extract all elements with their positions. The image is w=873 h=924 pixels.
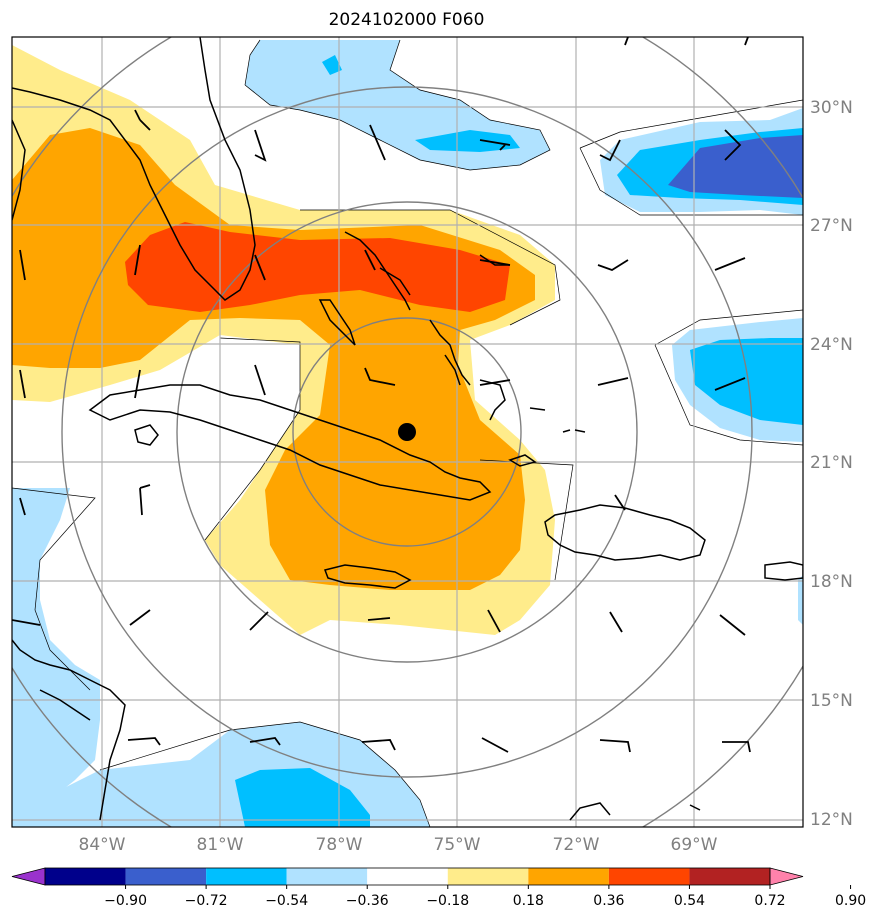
lon-label: 84°W	[79, 835, 126, 855]
colorbar-segment	[125, 868, 207, 885]
shading-deep-sky-blue-north	[322, 55, 342, 75]
latitude-labels: 30°N 27°N 24°N 21°N 18°N 15°N 12°N	[810, 98, 853, 830]
lat-label: 18°N	[810, 572, 853, 592]
colorbar-segment	[528, 868, 609, 885]
shading-deep-sky-blue-north2	[415, 130, 520, 152]
lon-label: 81°W	[197, 835, 244, 855]
colorbar-label: −0.54	[265, 893, 308, 909]
shading-royal-blue	[668, 135, 803, 198]
wind-barbs	[12, 37, 751, 753]
colorbar-label: 0.36	[593, 893, 624, 909]
lat-label: 24°N	[810, 335, 853, 355]
range-rings	[12, 37, 803, 827]
lon-label: 78°W	[316, 835, 363, 855]
lat-label: 21°N	[810, 453, 853, 473]
map-area	[12, 37, 803, 827]
storm-center-marker	[398, 423, 416, 441]
longitude-labels: 84°W 81°W 78°W 75°W 72°W 69°W	[79, 835, 718, 855]
colorbar-segment	[45, 868, 126, 885]
shading-light-blue-east-edge	[798, 575, 803, 625]
colorbar-label: −0.90	[104, 893, 147, 909]
colorbar-segment	[608, 868, 690, 885]
colorbar-segment	[206, 868, 287, 885]
map-frame	[11, 36, 804, 828]
colorbar-segment	[367, 868, 448, 885]
colorbar-extend-low	[11, 867, 46, 886]
map-title: 2024102000 F060	[328, 10, 485, 30]
lat-label: 12°N	[810, 810, 853, 830]
colorbar-segment	[286, 868, 368, 885]
graticule	[12, 37, 803, 827]
shading-deep-sky-blue-east	[690, 338, 803, 425]
contour-lines	[12, 39, 803, 827]
colorbar-label: 0.72	[754, 893, 785, 909]
lat-label: 15°N	[810, 691, 853, 711]
colorbar-label: 0.18	[513, 893, 544, 909]
colorbar-label: −0.36	[346, 893, 389, 909]
colorbar-label: 0.54	[674, 893, 705, 909]
colorbar: −0.90 −0.72 −0.54 −0.36 −0.18 0.18 0.36 0.54 0.7…	[11, 867, 866, 909]
colorbar-segment	[689, 868, 770, 885]
lat-label: 30°N	[810, 98, 853, 118]
colorbar-label: 0.90	[835, 893, 866, 909]
colorbar-segment	[447, 868, 529, 885]
shading-red-orange	[125, 222, 510, 312]
lon-label: 75°W	[434, 835, 481, 855]
lat-label: 27°N	[810, 216, 853, 236]
shading-light-blue-west	[12, 488, 100, 800]
colorbar-extend-high	[769, 867, 804, 886]
colorbar-label: −0.72	[185, 893, 228, 909]
lon-label: 72°W	[553, 835, 600, 855]
lon-label: 69°W	[671, 835, 718, 855]
colorbar-label: −0.18	[426, 893, 469, 909]
shading-deep-sky-blue-south	[235, 768, 370, 827]
colorbar-frame	[44, 867, 771, 886]
